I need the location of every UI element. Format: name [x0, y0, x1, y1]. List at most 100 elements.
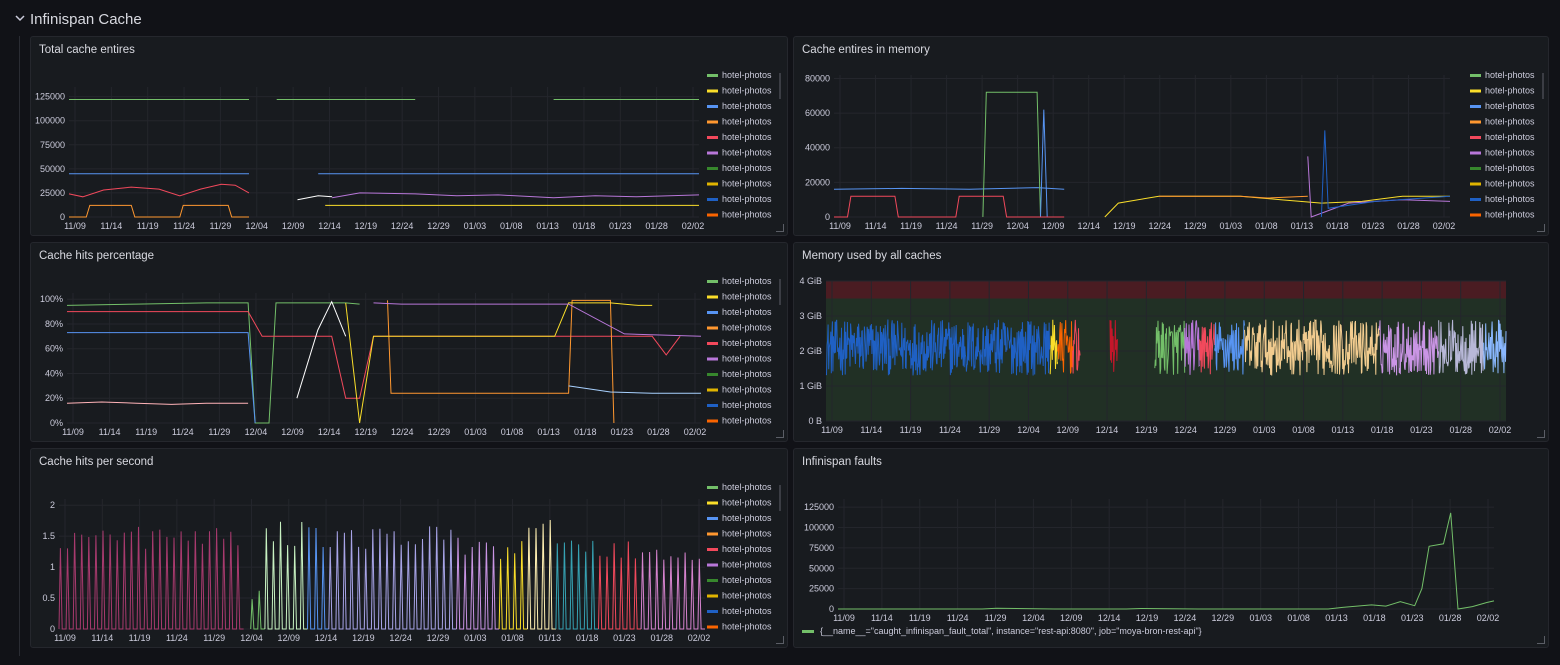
legend-item: hotel-photos [1485, 148, 1535, 158]
panel-cache-hits-per-second[interactable]: Cache hits per second 0 0.5 1 1.5 2 11/09 11/1… [30, 448, 788, 648]
y-tick-label: 100% [40, 294, 63, 304]
legend-swatch [707, 625, 718, 629]
series-line [58, 526, 244, 630]
x-tick-label: 12/29 [427, 633, 450, 643]
y-tick-label: 125000 [35, 92, 65, 102]
x-tick-label: 11/09 [54, 633, 76, 643]
series-line [250, 590, 265, 630]
legend-item: hotel-photos [722, 179, 772, 189]
series-line [66, 401, 249, 405]
x-tick-label: 12/29 [427, 221, 450, 231]
x-tick-label: 02/02 [1477, 613, 1500, 623]
x-tick-label: 11/24 [936, 221, 958, 231]
x-tick-label: 12/09 [277, 633, 300, 643]
legend-item: hotel-photos [722, 307, 772, 317]
x-tick-label: 12/14 [1096, 425, 1119, 435]
x-tick-label: 11/24 [939, 425, 961, 435]
x-tick-label: 01/28 [1449, 425, 1472, 435]
legend-item: hotel-photos [722, 529, 772, 539]
x-tick-label: 11/29 [209, 221, 231, 231]
x-tick-label: 12/19 [354, 427, 377, 437]
legend-swatch [707, 105, 718, 108]
resize-handle-icon[interactable] [1537, 430, 1545, 438]
legend-scrollbar [779, 485, 781, 511]
x-tick-label: 01/28 [1439, 613, 1462, 623]
x-tick-label: 11/29 [203, 633, 225, 643]
series-line [1199, 322, 1216, 375]
y-tick-label: 1.5 [42, 531, 55, 541]
legend-swatch [707, 198, 718, 201]
panel-title: Total cache entires [39, 44, 135, 56]
series-line [1072, 319, 1081, 374]
y-tick-label: 0 [50, 624, 55, 634]
legend-swatch [707, 136, 718, 139]
y-tick-label: 50000 [809, 563, 834, 573]
x-tick-label: 11/14 [91, 633, 113, 643]
legend-item: hotel-photos [722, 400, 772, 410]
x-tick-label: 01/03 [464, 633, 487, 643]
series-line [640, 549, 705, 630]
legend-swatch [1470, 120, 1481, 124]
legend-swatch [707, 342, 718, 345]
x-tick-label: 01/28 [647, 427, 670, 437]
x-tick-label: 11/09 [64, 221, 86, 231]
row-header[interactable]: Infinispan Cache [0, 0, 1560, 36]
legend-swatch [707, 404, 718, 407]
legend-item: hotel-photos [1485, 132, 1535, 142]
panel-cache-hits-percentage[interactable]: Cache hits percentage 0% 20% 40% 60% 80% 100%… [30, 242, 788, 442]
series-line [328, 526, 457, 630]
x-tick-label: 12/24 [1148, 221, 1171, 231]
series-line [296, 300, 347, 399]
chart-cache-hits-per-second: 0 0.5 1 1.5 2 11/09 11/14 11/19 11/24 11/29 12/04 1… [42, 482, 781, 643]
panel-cache-entries-in-memory[interactable]: Cache entires in memory 0 20000 40000 60000… [793, 36, 1549, 236]
x-tick-label: 01/13 [1325, 613, 1348, 623]
legend-swatch [707, 388, 718, 392]
legend-swatch [707, 213, 718, 217]
x-tick-label: 12/19 [1135, 425, 1158, 435]
series-line [1320, 130, 1451, 218]
legend-item: hotel-photos [722, 86, 772, 96]
x-tick-label: 11/14 [871, 613, 893, 623]
legend-item: hotel-photos [722, 194, 772, 204]
legend-item: hotel-photos [722, 560, 772, 570]
legend-swatch [707, 594, 718, 598]
y-tick-label: 125000 [804, 502, 834, 512]
x-tick-label: 12/24 [1174, 613, 1197, 623]
resize-handle-icon[interactable] [1537, 224, 1545, 232]
series-line [1307, 156, 1451, 218]
legend-swatch [707, 167, 718, 170]
legend-item: hotel-photos [722, 148, 772, 158]
panel-memory-used-by-all-caches[interactable]: Memory used by all caches 0 B 1 GiB 2 GiB 3… [793, 242, 1549, 442]
x-tick-label: 01/08 [500, 221, 523, 231]
x-tick-label: 01/23 [613, 633, 636, 643]
legend-item: hotel-photos [1485, 163, 1535, 173]
legend-item: hotel-photos [722, 276, 772, 286]
x-tick-label: 12/24 [389, 633, 412, 643]
panel-title: Cache hits percentage [39, 250, 155, 262]
series-line [1214, 320, 1245, 375]
x-tick-label: 12/14 [1077, 221, 1100, 231]
y-tick-label: 20000 [805, 177, 830, 187]
panel-total-cache-entries[interactable]: Total cache entires 0 25000 50000 75000 1000… [30, 36, 788, 236]
series-line [598, 541, 642, 630]
legend-swatch [1470, 74, 1481, 77]
legend-item: hotel-photos [1485, 179, 1535, 189]
resize-handle-icon[interactable] [776, 636, 784, 644]
resize-handle-icon[interactable] [776, 224, 784, 232]
x-tick-label: 12/04 [245, 427, 268, 437]
panel-title: Memory used by all caches [802, 250, 942, 262]
chevron-down-icon[interactable] [12, 10, 28, 26]
y-tick-label: 40000 [805, 143, 830, 153]
panel-infinispan-faults[interactable]: Infinispan faults 0 25000 50000 75000 100000… [793, 448, 1549, 648]
x-tick-label: 11/29 [208, 427, 230, 437]
x-tick-label: 12/04 [240, 633, 263, 643]
x-tick-label: 02/02 [1433, 221, 1456, 231]
x-tick-label: 11/19 [137, 221, 159, 231]
legend-swatch [707, 280, 718, 283]
x-tick-label: 01/18 [573, 221, 596, 231]
row-title[interactable]: Infinispan Cache [30, 11, 142, 28]
resize-handle-icon[interactable] [1537, 636, 1545, 644]
resize-handle-icon[interactable] [776, 430, 784, 438]
series-line [1438, 319, 1485, 375]
legend-swatch [707, 326, 718, 330]
